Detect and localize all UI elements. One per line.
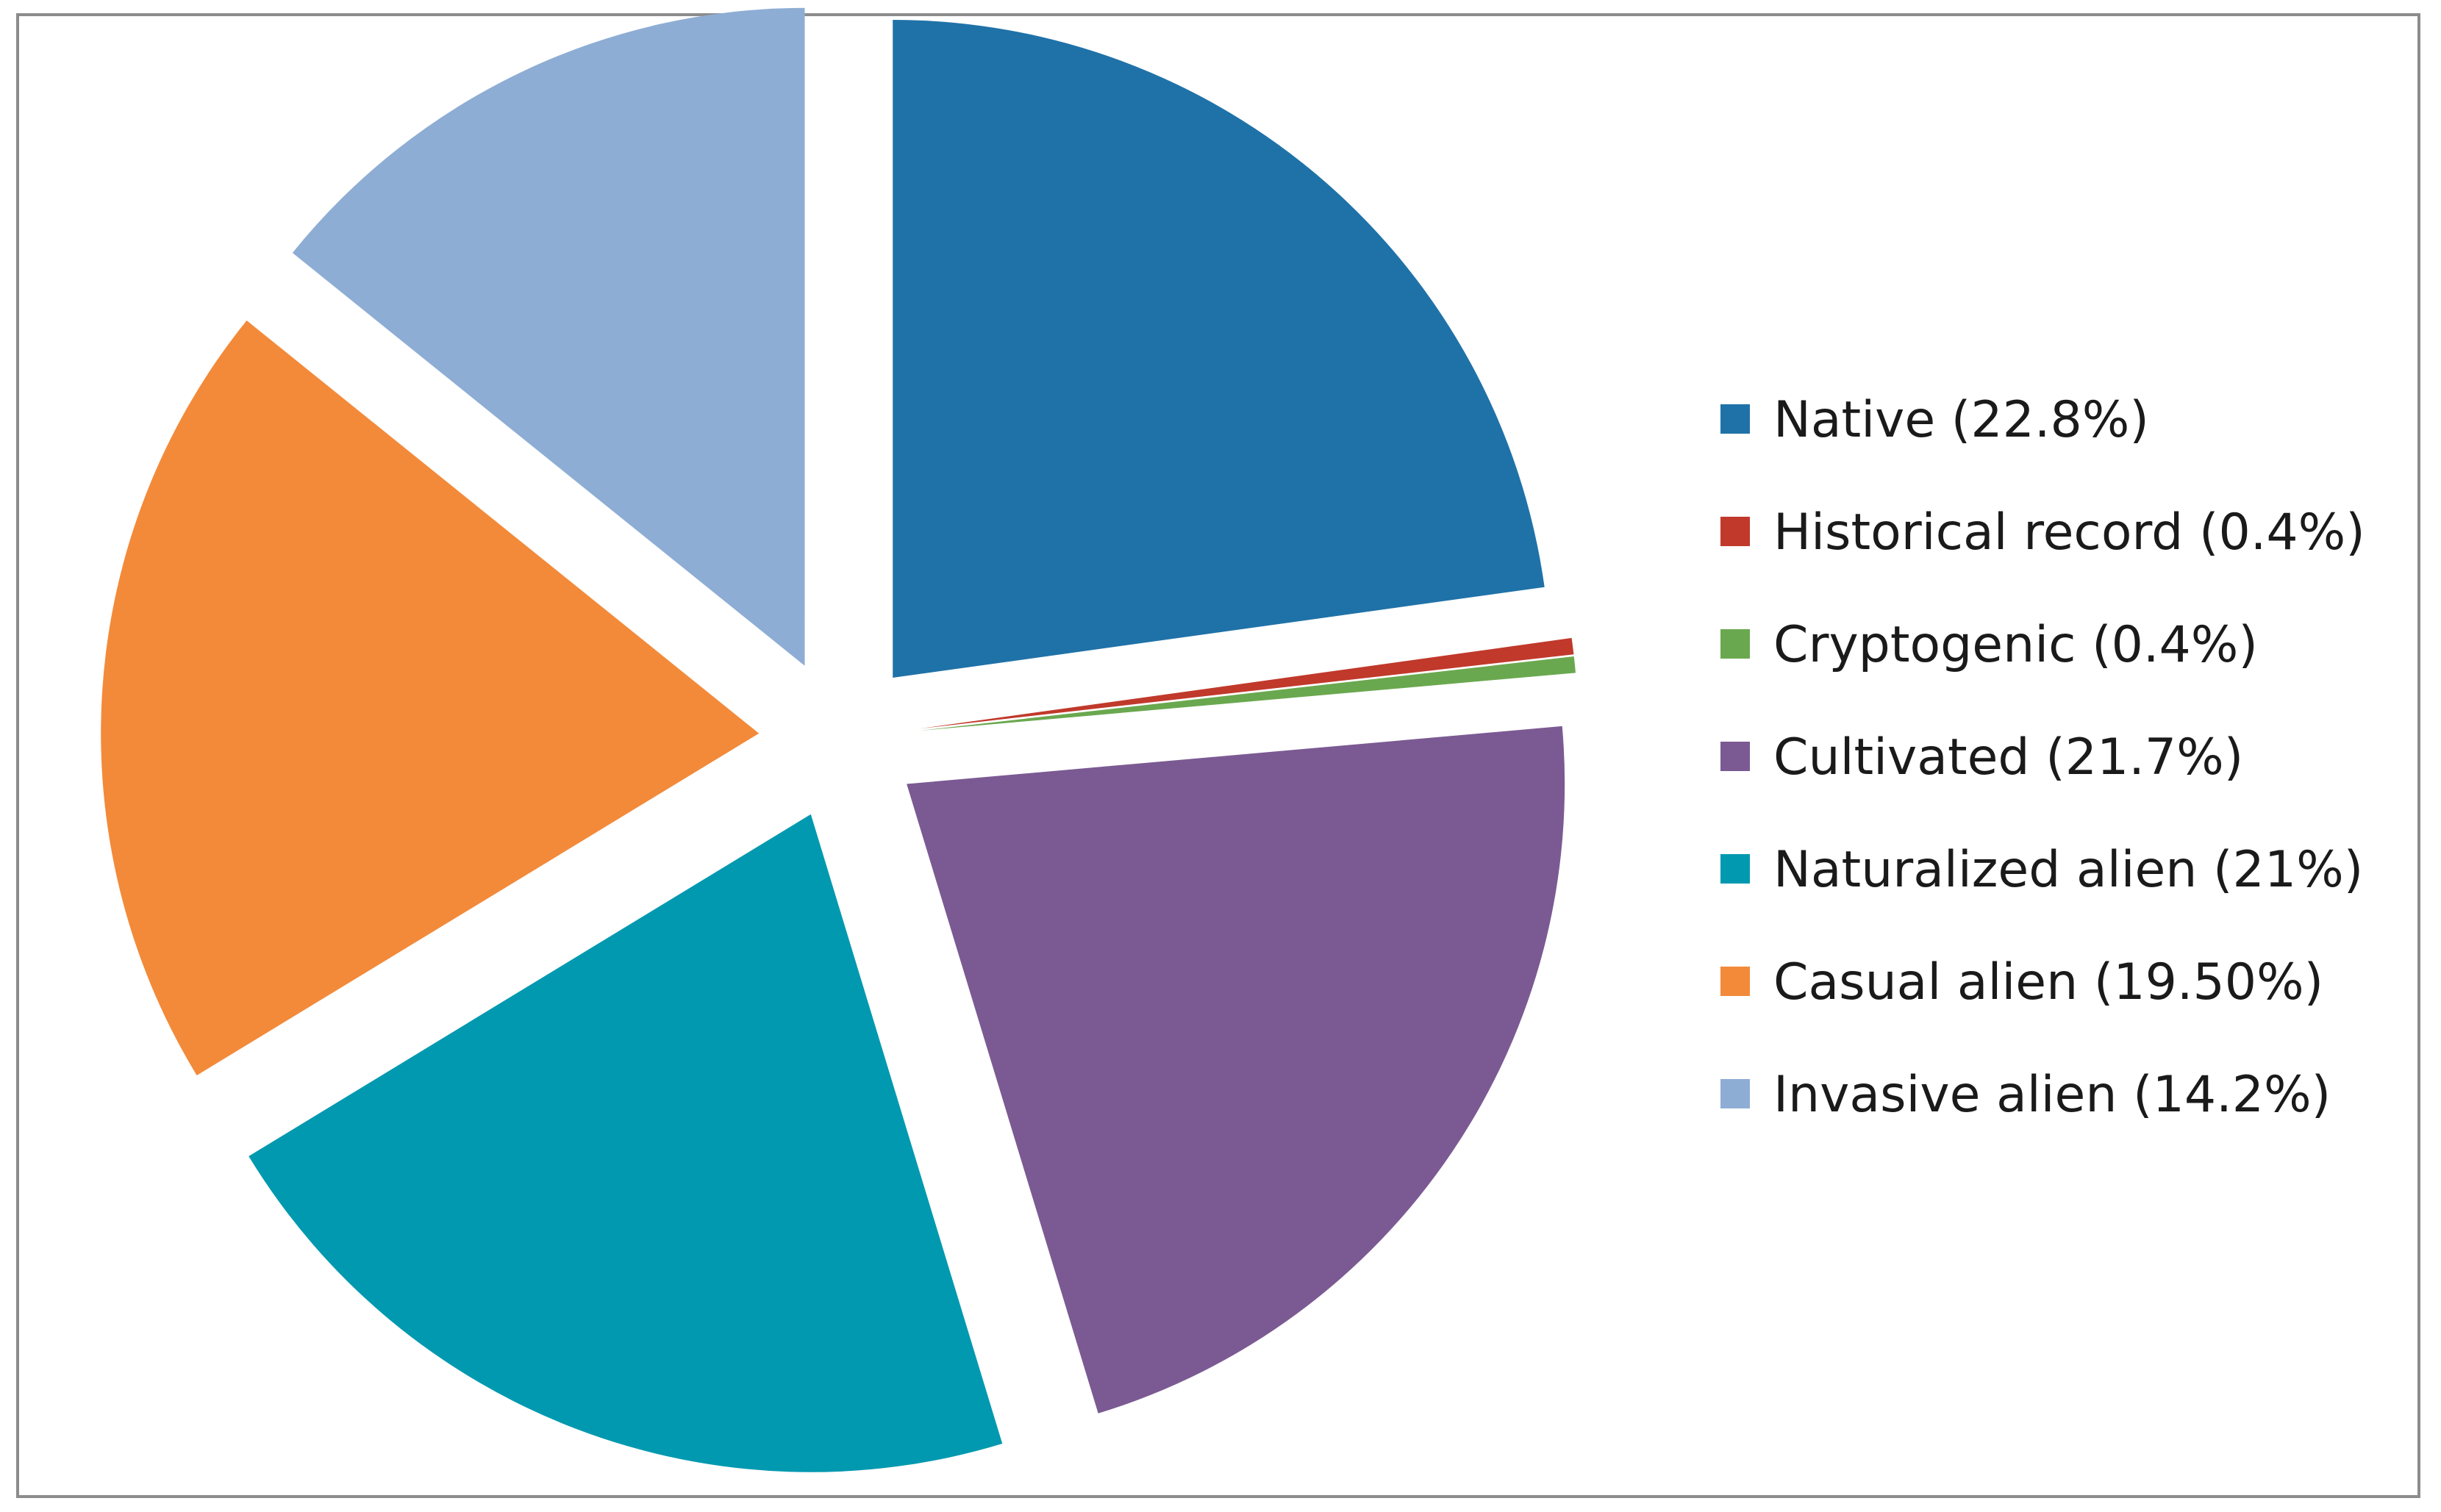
- legend-swatch-cultivated: [1720, 742, 1750, 771]
- legend: Native (22.8%) Historical record (0.4%) Cr…: [1720, 391, 2365, 1124]
- pie-slice-naturalized-alien: [249, 814, 1003, 1472]
- legend-swatch-cryptogenic: [1720, 629, 1750, 659]
- legend-item-cryptogenic: Cryptogenic (0.4%): [1720, 616, 2258, 674]
- legend-label-historical-record: Historical record (0.4%): [1773, 504, 2365, 562]
- legend-item-historical-record: Historical record (0.4%): [1720, 504, 2365, 562]
- pie-slice-native: [893, 20, 1545, 678]
- legend-swatch-historical-record: [1720, 517, 1750, 546]
- legend-label-invasive-alien: Invasive alien (14.2%): [1773, 1066, 2331, 1124]
- legend-item-native: Native (22.8%): [1720, 391, 2149, 449]
- legend-item-invasive-alien: Invasive alien (14.2%): [1720, 1066, 2331, 1124]
- legend-label-casual-alien: Casual alien (19.50%): [1773, 953, 2323, 1011]
- pie-slice-cryptogenic: [920, 656, 1576, 731]
- pie-slice-invasive-alien: [292, 7, 805, 666]
- legend-swatch-casual-alien: [1720, 967, 1750, 996]
- legend-label-cultivated: Cultivated (21.7%): [1773, 728, 2243, 787]
- legend-label-native: Native (22.8%): [1773, 391, 2149, 449]
- legend-swatch-native: [1720, 404, 1750, 434]
- legend-swatch-naturalized-alien: [1720, 854, 1750, 884]
- pie-slice-casual-alien: [101, 320, 760, 1075]
- pie-slices: [101, 7, 1576, 1472]
- pie-slice-historical-record: [920, 637, 1574, 729]
- legend-item-cultivated: Cultivated (21.7%): [1720, 728, 2243, 787]
- legend-item-naturalized-alien: Naturalized alien (21%): [1720, 841, 2363, 899]
- pie-slice-cultivated: [907, 725, 1565, 1414]
- legend-item-casual-alien: Casual alien (19.50%): [1720, 953, 2323, 1011]
- legend-swatch-invasive-alien: [1720, 1079, 1750, 1108]
- legend-label-cryptogenic: Cryptogenic (0.4%): [1773, 616, 2258, 674]
- legend-label-naturalized-alien: Naturalized alien (21%): [1773, 841, 2363, 899]
